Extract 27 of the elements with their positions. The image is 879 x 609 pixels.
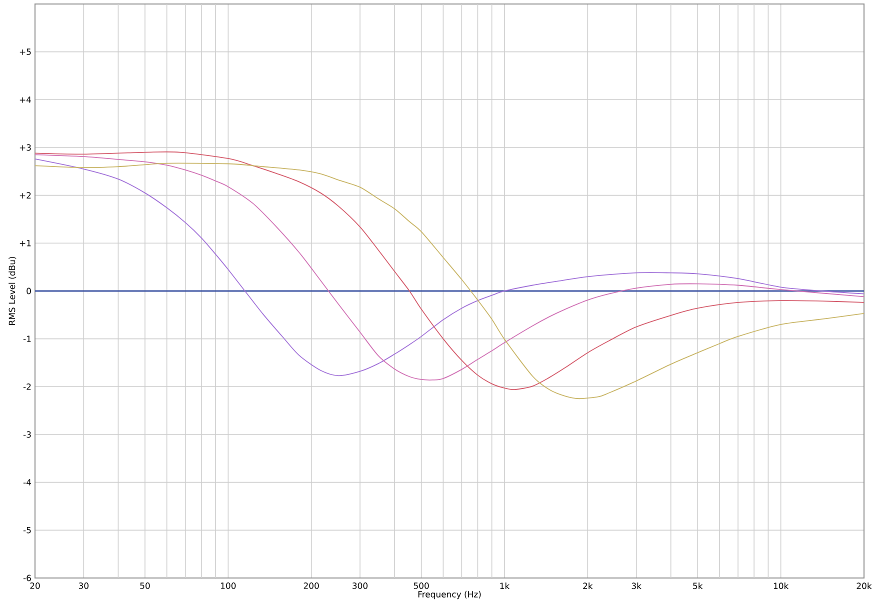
- y-tick-label: -6: [23, 574, 31, 582]
- x-axis-title: Frequency (Hz): [418, 590, 481, 600]
- x-tick-label: 500: [414, 582, 429, 589]
- x-tick-label: 100: [221, 582, 236, 589]
- x-tick-label: 200: [304, 582, 319, 589]
- y-tick-label: +5: [20, 48, 31, 55]
- y-tick-label: +1: [20, 240, 31, 246]
- x-tick-label: 20k: [856, 582, 872, 590]
- y-tick-label: -2: [23, 384, 31, 390]
- y-tick-label: -5: [23, 527, 31, 534]
- x-tick-label: 30: [78, 582, 88, 589]
- y-tick-label: +3: [20, 144, 31, 151]
- x-tick-label: 1k: [500, 582, 510, 589]
- y-tick-label: +4: [20, 96, 32, 103]
- y-tick-label: 0: [26, 288, 31, 294]
- y-tick-label: +2: [20, 192, 31, 198]
- y-axis-title: RMS Level (dBu): [8, 256, 16, 325]
- y-tick-label: -3: [23, 431, 31, 438]
- x-tick-label: 20: [30, 582, 40, 589]
- y-tick-label: -1: [23, 336, 31, 342]
- x-tick-label: 3k: [632, 582, 642, 590]
- x-tick-label: 10k: [774, 582, 789, 590]
- x-tick-label: 2k: [583, 582, 593, 589]
- x-tick-label: 50: [140, 582, 150, 589]
- y-tick-label: -4: [23, 479, 32, 486]
- x-tick-label: 300: [352, 582, 368, 589]
- x-tick-label: 5k: [693, 582, 703, 590]
